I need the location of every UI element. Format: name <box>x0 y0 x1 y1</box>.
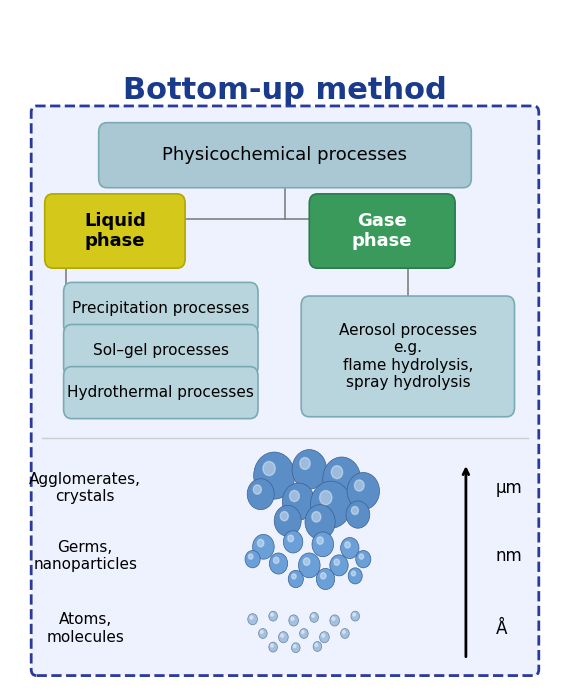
Circle shape <box>248 614 258 625</box>
Circle shape <box>343 630 345 634</box>
Circle shape <box>292 450 327 489</box>
Circle shape <box>330 555 348 576</box>
Circle shape <box>253 535 274 559</box>
Circle shape <box>341 628 349 639</box>
Circle shape <box>355 480 364 491</box>
Circle shape <box>321 634 325 637</box>
Circle shape <box>341 537 359 558</box>
Circle shape <box>249 554 253 559</box>
Circle shape <box>359 554 364 559</box>
Circle shape <box>302 630 304 634</box>
Circle shape <box>346 501 370 528</box>
Circle shape <box>334 559 340 565</box>
Circle shape <box>345 542 350 548</box>
Circle shape <box>303 558 310 565</box>
Circle shape <box>258 540 264 547</box>
Circle shape <box>280 512 288 521</box>
Circle shape <box>247 479 274 510</box>
Circle shape <box>274 505 301 536</box>
Circle shape <box>311 481 352 528</box>
Circle shape <box>320 572 326 579</box>
Circle shape <box>312 512 321 522</box>
Circle shape <box>283 530 303 553</box>
Text: Bottom-up method: Bottom-up method <box>123 76 447 105</box>
Circle shape <box>259 628 267 639</box>
Circle shape <box>299 553 320 578</box>
Circle shape <box>300 457 310 469</box>
Circle shape <box>291 617 294 621</box>
Circle shape <box>271 613 274 616</box>
Circle shape <box>290 491 299 502</box>
FancyBboxPatch shape <box>64 325 258 376</box>
FancyBboxPatch shape <box>44 194 185 268</box>
Circle shape <box>331 466 343 479</box>
Circle shape <box>300 628 308 639</box>
Circle shape <box>320 491 332 505</box>
Circle shape <box>356 551 371 568</box>
Circle shape <box>269 642 278 652</box>
Text: Liquid
phase: Liquid phase <box>84 211 146 251</box>
Circle shape <box>274 557 279 563</box>
Circle shape <box>245 551 260 568</box>
Circle shape <box>317 537 323 544</box>
Circle shape <box>250 616 253 619</box>
Text: Agglomerates,
crystals: Agglomerates, crystals <box>29 472 141 504</box>
Circle shape <box>351 571 356 576</box>
Circle shape <box>312 532 333 557</box>
Text: Physicochemical processes: Physicochemical processes <box>162 146 408 164</box>
Circle shape <box>320 632 329 643</box>
Circle shape <box>288 535 294 542</box>
FancyBboxPatch shape <box>64 366 258 419</box>
Circle shape <box>270 553 288 574</box>
Circle shape <box>347 473 380 510</box>
FancyBboxPatch shape <box>310 194 455 268</box>
Circle shape <box>260 630 263 634</box>
Circle shape <box>294 645 296 648</box>
Circle shape <box>313 641 321 651</box>
Text: Hydrothermal processes: Hydrothermal processes <box>67 385 254 400</box>
Circle shape <box>310 612 319 623</box>
Text: Sol–gel processes: Sol–gel processes <box>93 343 229 358</box>
Circle shape <box>316 568 335 590</box>
Text: Å: Å <box>495 620 507 637</box>
Text: nm: nm <box>495 547 522 565</box>
Circle shape <box>305 505 335 540</box>
Circle shape <box>351 507 359 514</box>
Circle shape <box>330 615 340 626</box>
Circle shape <box>348 568 362 584</box>
FancyBboxPatch shape <box>64 283 258 334</box>
Circle shape <box>282 483 315 520</box>
Circle shape <box>288 570 303 588</box>
FancyBboxPatch shape <box>301 296 515 417</box>
Circle shape <box>279 632 288 643</box>
Circle shape <box>280 634 284 637</box>
Circle shape <box>253 485 262 494</box>
Circle shape <box>254 452 295 499</box>
Circle shape <box>263 461 275 475</box>
Circle shape <box>269 611 278 621</box>
Circle shape <box>271 644 274 647</box>
Circle shape <box>315 644 317 646</box>
Circle shape <box>323 457 361 500</box>
Text: Gase
phase: Gase phase <box>352 211 413 251</box>
Circle shape <box>351 611 360 621</box>
Circle shape <box>292 574 296 579</box>
FancyBboxPatch shape <box>99 123 471 188</box>
Circle shape <box>289 615 299 626</box>
FancyBboxPatch shape <box>31 106 539 676</box>
Text: Atoms,
molecules: Atoms, molecules <box>46 612 124 645</box>
Circle shape <box>353 613 356 616</box>
Circle shape <box>291 643 300 653</box>
Text: Germs,
nanoparticles: Germs, nanoparticles <box>33 540 137 572</box>
Circle shape <box>312 614 315 617</box>
Circle shape <box>332 617 335 621</box>
Text: Precipitation processes: Precipitation processes <box>72 301 250 316</box>
Text: Aerosol processes
e.g.
flame hydrolysis,
spray hydrolysis: Aerosol processes e.g. flame hydrolysis,… <box>339 322 477 390</box>
Text: µm: µm <box>495 479 522 497</box>
